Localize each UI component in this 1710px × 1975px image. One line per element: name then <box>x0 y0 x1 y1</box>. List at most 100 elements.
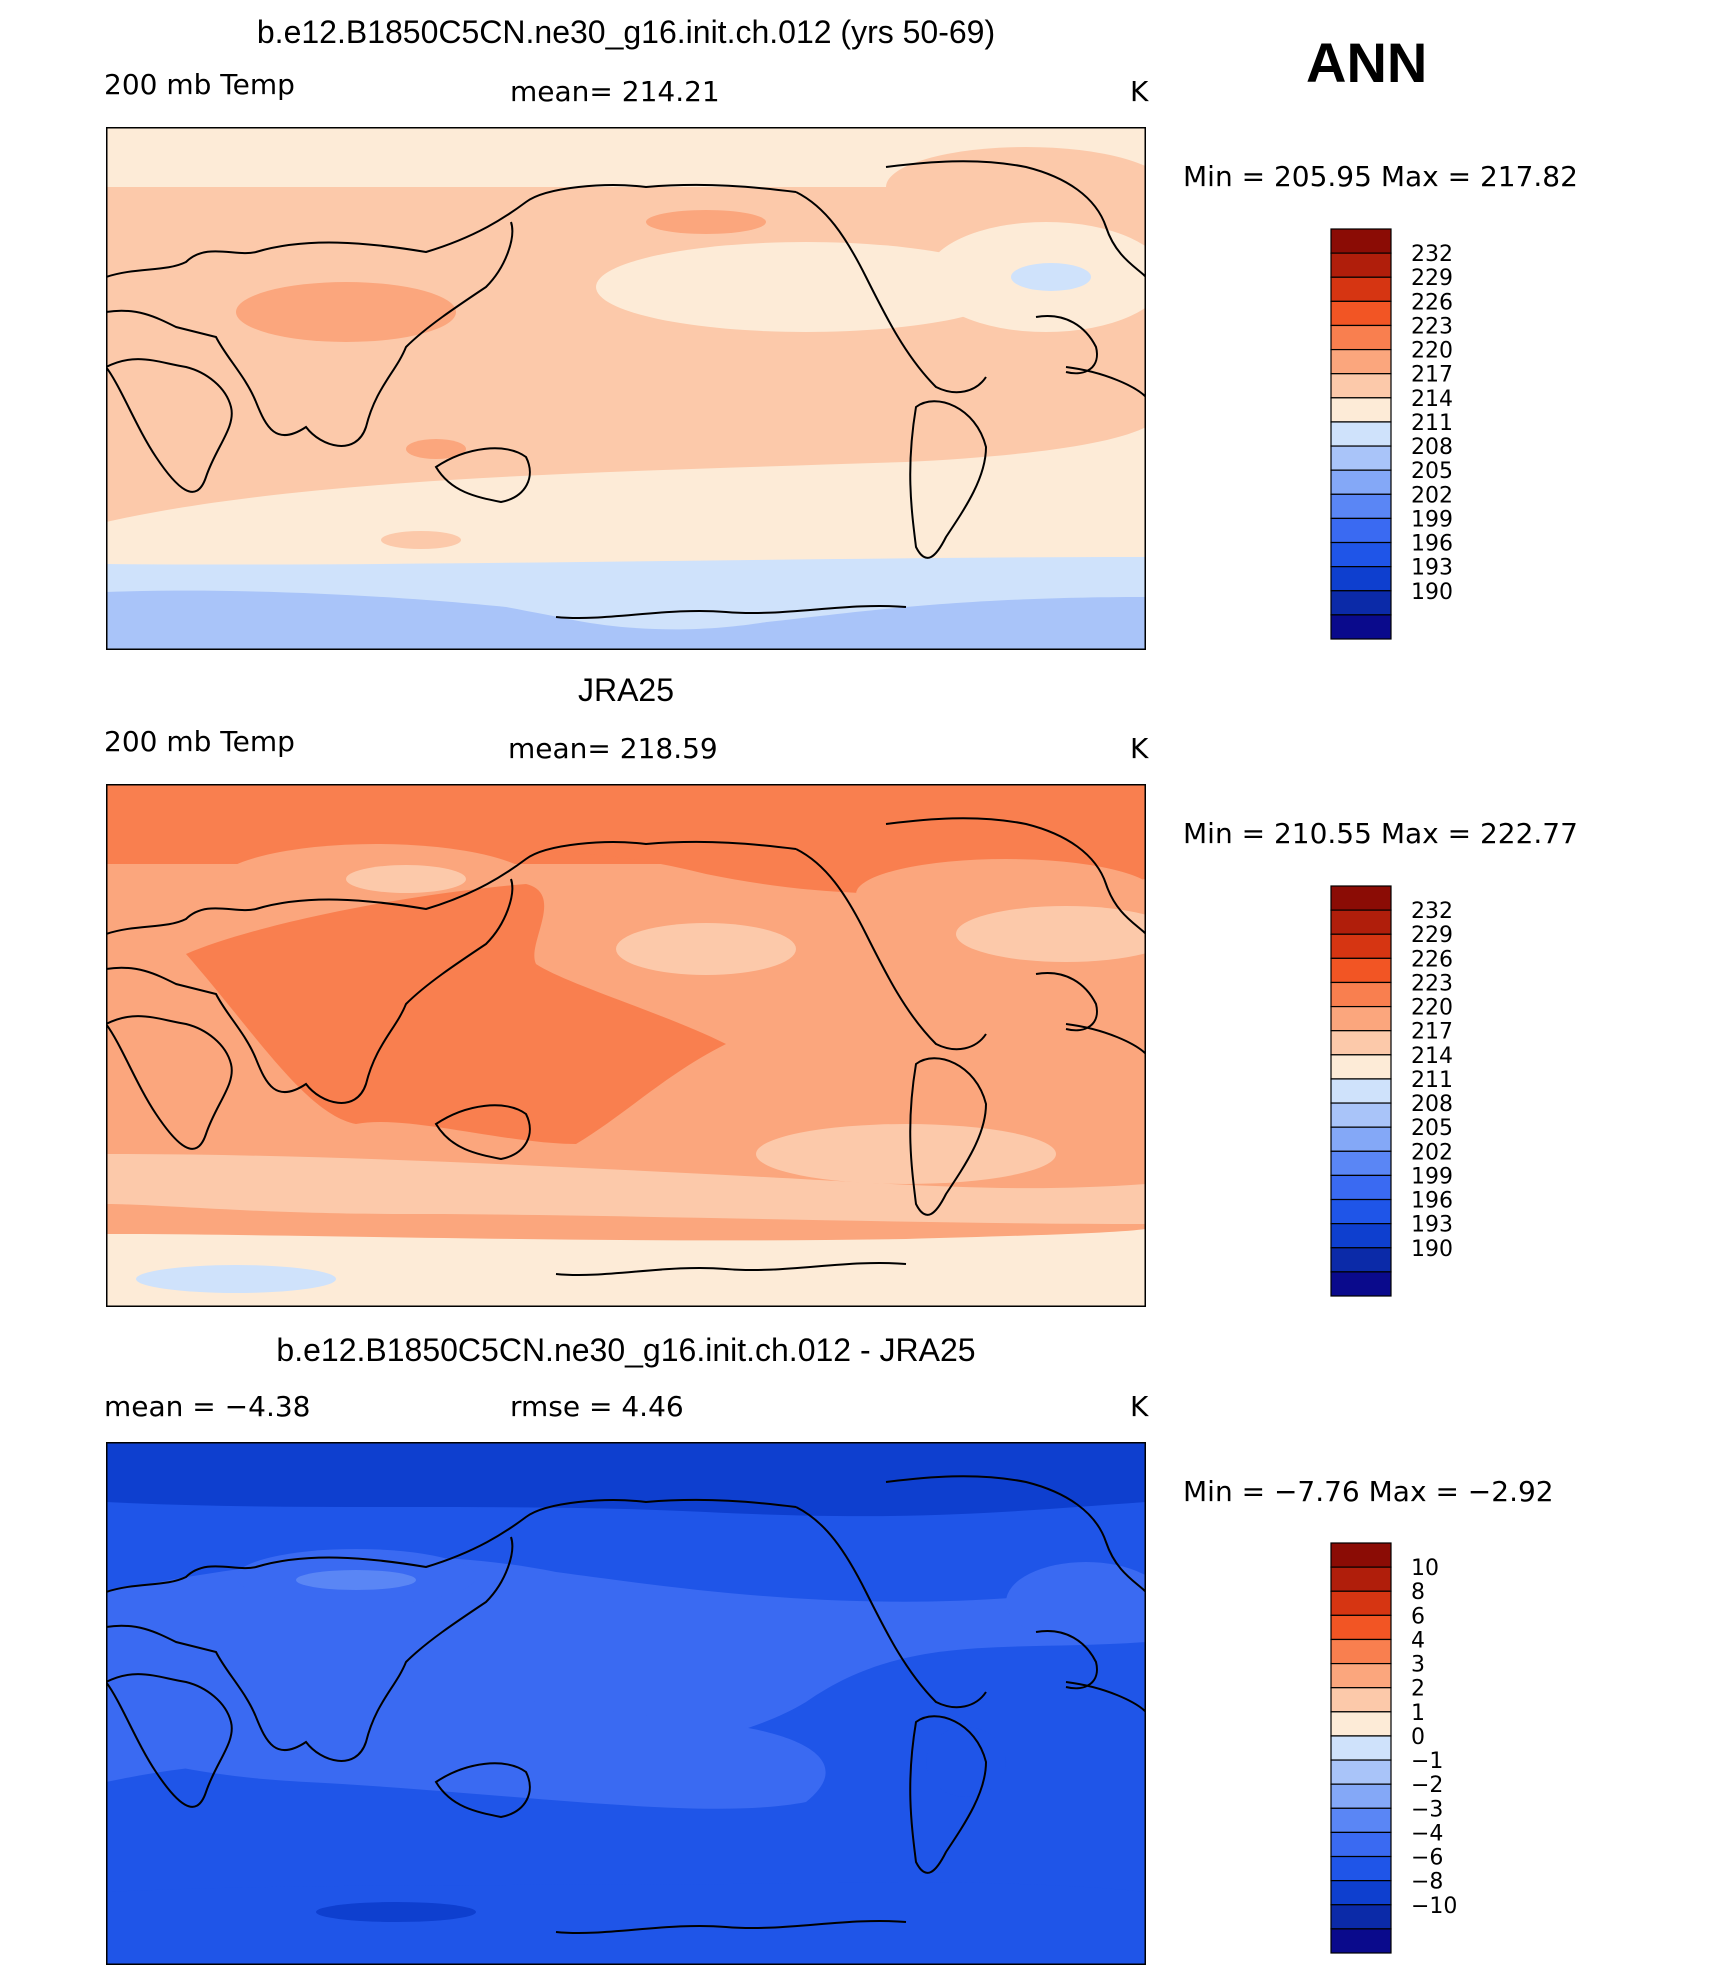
colorbar-swatch <box>1330 1687 1392 1713</box>
colorbar-swatch <box>1330 373 1392 399</box>
colorbar-swatch <box>1330 1247 1392 1273</box>
colorbar-swatch <box>1330 614 1392 640</box>
colorbar-swatch <box>1330 885 1392 911</box>
colorbar-tick-label: 232 <box>1411 899 1453 924</box>
panel-3-colorbar-swatches <box>1330 1542 1392 1954</box>
panel-2-coastlines <box>106 817 1146 1277</box>
colorbar-tick-label: 2 <box>1411 1677 1425 1702</box>
panel-3-mean-label: mean = −4.38 <box>104 1390 311 1423</box>
colorbar-tick-label: 217 <box>1411 363 1453 388</box>
colorbar-tick-label: 223 <box>1411 314 1453 339</box>
colorbar-swatch <box>1330 1030 1392 1056</box>
colorbar-swatch <box>1330 493 1392 520</box>
panel-1-map <box>106 127 1146 650</box>
colorbar-tick-label: −8 <box>1411 1870 1443 1895</box>
colorbar-swatch <box>1330 348 1392 375</box>
colorbar-swatch <box>1330 933 1392 959</box>
colorbar-swatch <box>1330 252 1392 278</box>
colorbar-swatch <box>1330 300 1392 327</box>
colorbar-tick-label: −2 <box>1411 1773 1443 1798</box>
colorbar-swatch <box>1330 1880 1392 1906</box>
colorbar-swatch <box>1330 1102 1392 1128</box>
colorbar-swatch <box>1330 276 1392 302</box>
colorbar-tick-label: 214 <box>1411 387 1453 412</box>
colorbar-swatch <box>1330 541 1392 568</box>
colorbar-swatch <box>1330 1223 1392 1249</box>
colorbar-tick-label: 4 <box>1411 1628 1425 1653</box>
colorbar-swatch <box>1330 1662 1392 1689</box>
colorbar-tick-label: 1 <box>1411 1701 1425 1726</box>
panel-1-field-npac <box>596 242 1016 332</box>
colorbar-tick-label: 205 <box>1411 1116 1453 1141</box>
panel-1-mean-label: mean= 214.21 <box>510 75 720 108</box>
colorbar-swatch <box>1330 517 1392 544</box>
colorbar-swatch <box>1330 469 1392 495</box>
colorbar-tick-label: 229 <box>1411 923 1453 948</box>
colorbar-tick-label: 202 <box>1411 1140 1453 1165</box>
panel-1-colorbar: 2322292262232202172142112082052021991961… <box>1330 228 1453 640</box>
panel-1-variable-label: 200 mb Temp <box>104 68 295 101</box>
panel-2-map <box>106 784 1146 1307</box>
colorbar-tick-label: 208 <box>1411 1092 1453 1117</box>
panel-3-map <box>106 1442 1146 1965</box>
panel-2-colorbar-labels: 2322292262232202172142112082052021991961… <box>1411 899 1453 1262</box>
panel-1-minmax: Min = 205.95 Max = 217.82 <box>1183 160 1578 193</box>
panel-1-frame <box>106 127 1146 650</box>
panel-3-coastlines <box>106 1475 1146 1935</box>
colorbar-tick-label: 0 <box>1411 1725 1425 1750</box>
panel-1-field-tibet <box>236 282 456 342</box>
panel-1-units: K <box>1130 75 1149 108</box>
colorbar-tick-label: −4 <box>1411 1821 1443 1846</box>
colorbar-tick-label: 199 <box>1411 1164 1453 1189</box>
colorbar-tick-label: −3 <box>1411 1797 1443 1822</box>
colorbar-tick-label: 214 <box>1411 1044 1453 1069</box>
colorbar-tick-label: −6 <box>1411 1846 1443 1871</box>
colorbar-tick-label: 10 <box>1411 1556 1439 1581</box>
panel-1-colorbar-labels: 2322292262232202172142112082052021991961… <box>1411 242 1453 605</box>
colorbar-swatch <box>1330 981 1392 1008</box>
colorbar-tick-label: 196 <box>1411 1189 1453 1214</box>
colorbar-tick-label: 6 <box>1411 1604 1425 1629</box>
colorbar-swatch <box>1330 228 1392 254</box>
panel-1-title: b.e12.B1850C5CN.ne30_g16.init.ch.012 (yr… <box>256 14 996 50</box>
colorbar-tick-label: −1 <box>1411 1749 1443 1774</box>
panel-2-minmax: Min = 210.55 Max = 222.77 <box>1183 817 1578 850</box>
colorbar-swatch <box>1330 1614 1392 1641</box>
panel-2-field-antarctic <box>106 1229 1146 1307</box>
colorbar-tick-label: 223 <box>1411 971 1453 996</box>
panel-2-units: K <box>1130 732 1149 765</box>
colorbar-tick-label: 211 <box>1411 1068 1453 1093</box>
panel-1-colorbar-swatches <box>1330 228 1392 640</box>
panel-2-colorbar: 2322292262232202172142112082052021991961… <box>1330 885 1453 1297</box>
panel-3-minmax: Min = −7.76 Max = −2.92 <box>1183 1475 1554 1508</box>
colorbar-tick-label: 208 <box>1411 435 1453 460</box>
colorbar-swatch <box>1330 1590 1392 1616</box>
panel-2-title: JRA25 <box>577 672 675 708</box>
panel-2-mean-label: mean= 218.59 <box>508 732 718 765</box>
colorbar-tick-label: 226 <box>1411 947 1453 972</box>
colorbar-swatch <box>1330 1735 1392 1761</box>
colorbar-swatch <box>1330 421 1392 447</box>
colorbar-swatch <box>1330 397 1392 423</box>
colorbar-tick-label: 196 <box>1411 532 1453 557</box>
colorbar-tick-label: 211 <box>1411 411 1453 436</box>
colorbar-swatch <box>1330 1807 1392 1834</box>
colorbar-swatch <box>1330 1855 1392 1882</box>
colorbar-swatch <box>1330 566 1392 592</box>
colorbar-swatch <box>1330 590 1392 616</box>
season-label: ANN <box>1306 31 1428 94</box>
colorbar-swatch <box>1330 1928 1392 1954</box>
colorbar-swatch <box>1330 1150 1392 1177</box>
colorbar-swatch <box>1330 1783 1392 1809</box>
colorbar-swatch <box>1330 957 1392 984</box>
panel-3-rmse-label: rmse = 4.46 <box>510 1390 684 1423</box>
colorbar-swatch <box>1330 1078 1392 1104</box>
colorbar-swatch <box>1330 1005 1392 1032</box>
panel-3-frame <box>106 1442 1146 1965</box>
colorbar-tick-label: 202 <box>1411 483 1453 508</box>
colorbar-swatch <box>1330 1054 1392 1080</box>
colorbar-tick-label: −10 <box>1411 1894 1457 1919</box>
colorbar-swatch <box>1330 1711 1392 1737</box>
